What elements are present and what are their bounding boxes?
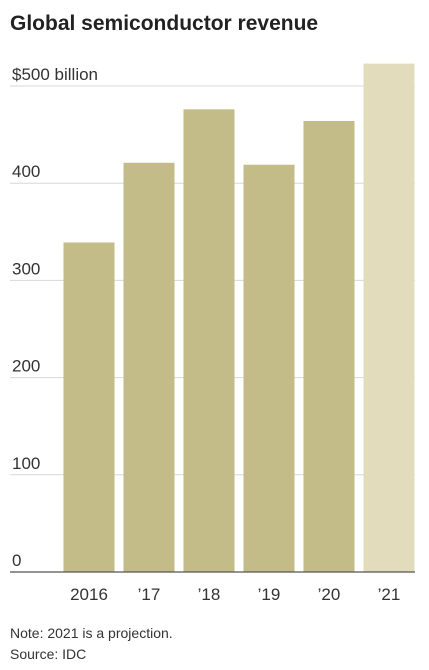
x-tick-label: 2016 (70, 585, 108, 604)
x-tick-label: ’21 (378, 585, 401, 604)
x-tick-label: ’19 (258, 585, 281, 604)
y-tick-label: 200 (12, 357, 40, 376)
source: Source: IDC (10, 646, 86, 662)
chart-title: Global semiconductor revenue (10, 12, 318, 35)
note: Note: 2021 is a projection. (10, 625, 173, 641)
bar (243, 164, 295, 572)
bar (63, 242, 115, 572)
bar (303, 120, 355, 572)
bar (363, 63, 415, 572)
x-tick-label: ’18 (198, 585, 221, 604)
x-tick-label: ’17 (138, 585, 161, 604)
bar (183, 109, 235, 572)
y-tick-label: 0 (12, 551, 21, 570)
y-tick-label: 100 (12, 454, 40, 473)
y-tick-label: 300 (12, 259, 40, 278)
y-tick-label: 400 (12, 162, 40, 181)
x-tick-label: ’20 (318, 585, 341, 604)
y-tick-label: $500 billion (12, 65, 98, 84)
bar (123, 162, 175, 572)
